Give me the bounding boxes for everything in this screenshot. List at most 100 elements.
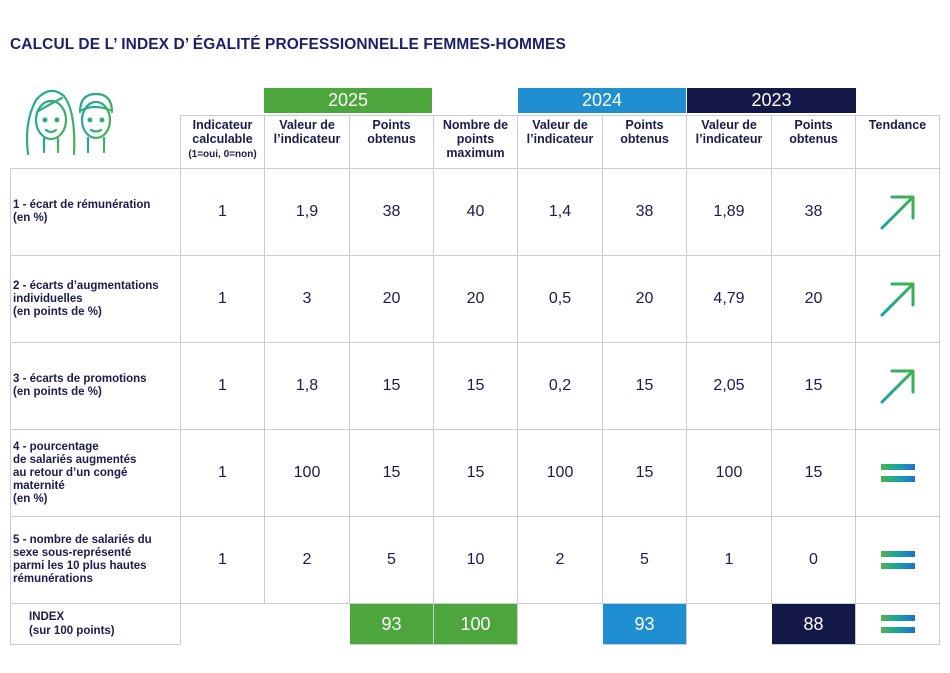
equals-icon [880,551,915,569]
header-blank [10,115,181,169]
equals-icon [880,615,915,633]
index-empty-cell [264,603,350,645]
row-label: 5 - nombre de salariés du sexe sous-repr… [10,516,181,604]
index-points-2025: 93 [349,603,434,645]
cell-v2024: 100 [517,429,603,517]
year-2024-banner: 2024 [518,88,686,113]
table-row: 4 - pourcentage de salariés augmentés au… [10,429,940,517]
cell-p2025: 20 [349,255,434,343]
cell-p2024: 15 [602,429,687,517]
header-valeur-label: Valeur de l’indicateur [273,118,341,146]
index-trend [855,603,940,645]
cell-p2023: 15 [771,429,856,517]
header-points-2025: Points obtenus [349,115,434,169]
header-calculable-sub: (1=oui, 0=non) [188,149,257,160]
cell-v2025: 2 [264,516,350,604]
index-max: 100 [433,603,518,645]
trend-cell [855,255,940,343]
cell-v2025: 1,8 [264,342,350,430]
equals-icon [880,464,915,482]
cell-p2025: 5 [349,516,434,604]
cell-v2023: 1 [686,516,772,604]
table-header-row: Indicateur calculable (1=oui, 0=non) Vale… [10,115,940,169]
cell-calculable: 1 [180,516,265,604]
cell-v2025: 100 [264,429,350,517]
cell-max: 15 [433,429,518,517]
row-label-text: 4 - pourcentage de salariés augmentés au… [13,440,137,505]
index-empty-cell [686,603,772,645]
cell-max: 20 [433,255,518,343]
cell-calculable: 1 [180,168,265,256]
cell-max: 40 [433,168,518,256]
cell-calculable: 1 [180,429,265,517]
index-points-2023: 88 [771,603,856,645]
table-row: 1 - écart de rémunération (en %) 1 1,9 38 40… [10,168,940,256]
cell-v2025: 1,9 [264,168,350,256]
cell-p2024: 15 [602,342,687,430]
table-row: 5 - nombre de salariés du sexe sous-repr… [10,516,940,604]
cell-v2023: 1,89 [686,168,772,256]
cell-v2024: 1,4 [517,168,603,256]
trend-cell [855,516,940,604]
cell-p2023: 15 [771,342,856,430]
cell-p2024: 5 [602,516,687,604]
cell-calculable: 1 [180,342,265,430]
up-arrow-icon [880,369,914,404]
row-label-text: 5 - nombre de salariés du sexe sous-repr… [13,534,152,585]
header-valeur-2025: Valeur de l’indicateur [264,115,350,169]
cell-p2025: 38 [349,168,434,256]
year-2025-banner: 2025 [264,88,432,113]
cell-p2023: 20 [771,255,856,343]
table-row: 3 - écarts de promotions (en points de %… [10,342,940,430]
row-label-text: 2 - écarts d’augmentations individuelles… [13,279,159,318]
cell-v2025: 3 [264,255,350,343]
cell-v2023: 100 [686,429,772,517]
cell-v2024: 0,5 [517,255,603,343]
header-points-2024: Points obtenus [602,115,687,169]
up-arrow-icon [880,195,914,230]
index-points-2024: 93 [602,603,687,645]
header-valeur-2024: Valeur de l’indicateur [517,115,603,169]
index-table: Indicateur calculable (1=oui, 0=non) Vale… [10,115,940,645]
cell-p2025: 15 [349,342,434,430]
header-valeur-2023: Valeur de l’indicateur [686,115,772,169]
row-label: 3 - écarts de promotions (en points de %… [10,342,181,430]
header-calculable-label: Indicateur calculable [192,118,253,146]
header-valeur-label: Valeur de l’indicateur [695,118,763,146]
index-empty-cell [180,603,265,645]
cell-max: 10 [433,516,518,604]
index-label: INDEX (sur 100 points) [10,603,181,645]
header-points-label: Points obtenus [367,118,416,146]
year-2023-banner: 2023 [687,88,856,113]
cell-v2023: 4,79 [686,255,772,343]
cell-calculable: 1 [180,255,265,343]
cell-v2024: 0,2 [517,342,603,430]
header-points-label: Points obtenus [620,118,669,146]
row-label: 4 - pourcentage de salariés augmentés au… [10,429,181,517]
header-calculable: Indicateur calculable (1=oui, 0=non) [180,115,265,169]
table-row: 2 - écarts d’augmentations individuelles… [10,255,940,343]
header-tendance: Tendance [855,115,940,169]
header-max: Nombre de points maximum [433,115,518,169]
cell-p2023: 0 [771,516,856,604]
up-arrow-icon [880,282,914,317]
header-tendance-label: Tendance [868,118,927,132]
index-label-text: INDEX (sur 100 points) [29,611,115,637]
cell-p2023: 38 [771,168,856,256]
header-max-label: Nombre de points maximum [442,118,509,160]
cell-v2024: 2 [517,516,603,604]
header-points-2023: Points obtenus [771,115,856,169]
row-label: 1 - écart de rémunération (en %) [10,168,181,256]
header-points-label: Points obtenus [789,118,838,146]
index-row: INDEX (sur 100 points) 93 100 93 88 [10,603,940,645]
index-empty-cell [517,603,603,645]
cell-max: 15 [433,342,518,430]
cell-p2024: 38 [602,168,687,256]
trend-cell [855,342,940,430]
row-label-text: 1 - écart de rémunération (en %) [13,199,151,224]
trend-cell [855,429,940,517]
cell-p2025: 15 [349,429,434,517]
trend-cell [855,168,940,256]
row-label: 2 - écarts d’augmentations individuelles… [10,255,181,343]
cell-p2024: 20 [602,255,687,343]
